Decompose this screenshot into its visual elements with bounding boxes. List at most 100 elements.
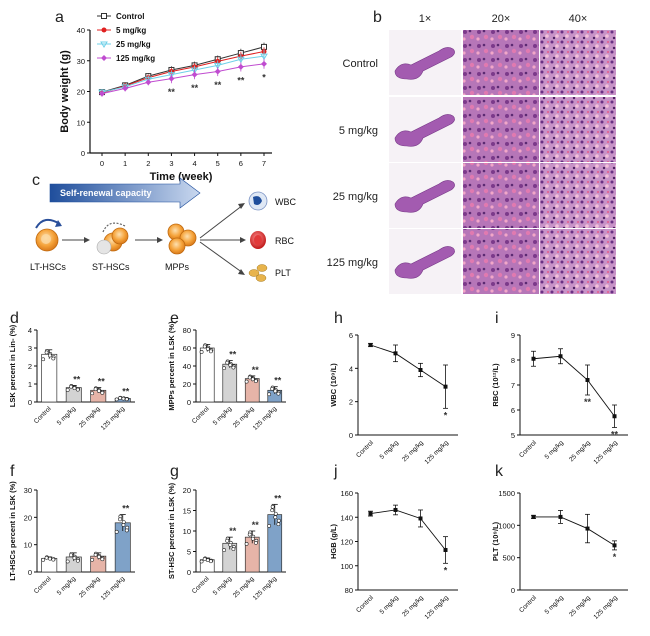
data-dot <box>124 528 129 533</box>
series-line-3 <box>101 63 265 95</box>
y-tick-label: 10 <box>24 541 32 550</box>
data-dot <box>247 375 252 380</box>
data-dot <box>121 396 126 401</box>
y-tick-label: 0 <box>511 586 515 595</box>
x-tick-label: 2 <box>146 159 150 168</box>
x-tick-label: 5 mg/kg <box>544 439 566 461</box>
mpp-cells <box>167 223 197 255</box>
data-point <box>368 343 373 347</box>
data-point <box>443 384 448 389</box>
y-tick-label: 8 <box>511 356 515 365</box>
y-tick-label: 140 <box>340 513 353 522</box>
x-tick-label: 25 mg/kg <box>568 594 592 618</box>
data-point <box>558 354 563 359</box>
y-tick-label: 4 <box>349 364 353 373</box>
significance-marker: ** <box>168 87 176 97</box>
significance-marker: ** <box>73 374 81 384</box>
data-dot <box>253 379 258 384</box>
y-tick-label: 2 <box>349 398 353 407</box>
wbc-cell-icon <box>248 191 268 211</box>
bar <box>41 353 58 403</box>
series-line-1 <box>101 51 265 94</box>
data-dot <box>118 517 122 522</box>
data-dot <box>208 559 213 564</box>
histology-40x-image <box>540 97 616 162</box>
histology-20x-image <box>463 229 539 294</box>
column-header: 1× <box>419 13 432 25</box>
data-dot <box>270 508 275 513</box>
plot-area: 0 10 20 30 40 0 1 2 3 4 5 6 7 Time (week) Body weight … <box>59 12 272 183</box>
x-tick-label: 125 mg/kg <box>592 439 619 466</box>
significance-marker: ** <box>274 376 282 386</box>
data-dot <box>114 397 119 402</box>
series-line <box>533 355 615 417</box>
data-dot <box>222 366 227 371</box>
y-tick-label: 20 <box>24 513 32 522</box>
x-tick-label: 1 <box>123 159 127 168</box>
y-tick-label: 80 <box>183 326 191 335</box>
y-tick-label: 20 <box>183 380 191 389</box>
panel-letter: k <box>495 463 504 480</box>
data-dot <box>225 360 230 365</box>
data-dot <box>253 540 258 545</box>
x-tick-label: 125 mg/kg <box>100 405 127 432</box>
data-dot <box>244 379 249 384</box>
series-line-0 <box>101 46 265 93</box>
panel-letter: a <box>55 9 64 26</box>
data-dot <box>41 357 46 362</box>
panel-letter: e <box>170 310 179 327</box>
data-dot <box>267 523 272 528</box>
y-tick-label: 20 <box>77 88 85 97</box>
output-label-plt: PLT <box>275 268 291 278</box>
data-point <box>167 72 176 79</box>
x-tick-label: 125 mg/kg <box>252 575 279 602</box>
femur-section <box>394 246 455 279</box>
x-tick-label: 5 <box>216 159 220 168</box>
significance-marker: ** <box>98 377 106 387</box>
data-dot <box>205 558 210 563</box>
data-point <box>368 511 373 516</box>
x-tick-label: Control <box>33 405 53 425</box>
panel-j-hgb-chart: j 80 100 120 140 160 Control 5 mg/kg 25 mg/kg12… <box>329 463 458 621</box>
y-tick-label: 10 <box>183 527 191 536</box>
y-tick-label: 500 <box>502 554 515 563</box>
data-dot <box>51 356 56 361</box>
data-dot <box>228 363 233 368</box>
data-dot <box>48 556 52 561</box>
y-tick-label: 5 <box>511 431 515 440</box>
x-tick-label: 125 mg/kg <box>252 405 279 432</box>
x-tick-label: 7 <box>262 159 266 168</box>
data-dot <box>247 532 252 537</box>
histology-grid: 1× 20× 40× Control 5 mg/kg 25 mg/kg 125 mg/kg <box>327 13 616 294</box>
row-label: 5 mg/kg <box>339 125 378 137</box>
data-point <box>213 62 222 70</box>
y-tick-label: 4 <box>28 326 32 335</box>
data-dot <box>44 350 49 355</box>
data-dot <box>69 384 73 389</box>
panel-letter: f <box>10 463 15 480</box>
output-label-wbc: WBC <box>275 197 296 207</box>
data-dot <box>199 350 204 354</box>
data-point <box>443 547 448 552</box>
y-tick-label: 15 <box>183 507 191 516</box>
data-dot <box>69 553 73 558</box>
x-tick-label: Control <box>191 405 211 425</box>
plot-area: 0 500 1000 1500 Control 5 mg/kg 25 mg/kg 125 mg… <box>491 489 628 621</box>
data-dot <box>222 548 227 552</box>
data-dot <box>250 377 255 382</box>
data-dot <box>244 542 249 546</box>
data-dot <box>250 536 255 541</box>
data-dot <box>72 556 77 560</box>
data-dot <box>65 559 70 564</box>
histology-40x-image <box>540 229 616 294</box>
plot-area: 0 1 2 3 4 Control 5 mg/kg ** 25 mg/kg ** 125 mg/kg… <box>8 324 135 432</box>
y-tick-label: 9 <box>511 331 515 340</box>
data-dot <box>75 558 80 563</box>
data-dot <box>205 347 210 351</box>
x-tick-label: 25 mg/kg <box>401 439 425 463</box>
data-dot <box>202 344 207 349</box>
y-tick-label: 0 <box>187 568 191 577</box>
